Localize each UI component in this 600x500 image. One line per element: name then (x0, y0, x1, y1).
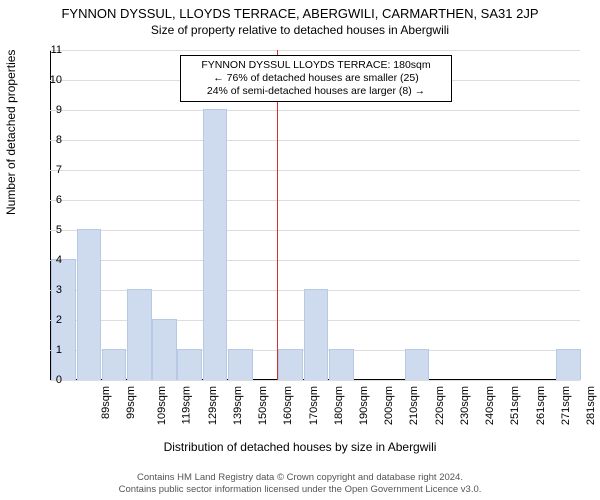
footer-text: Contains HM Land Registry data © Crown c… (0, 472, 600, 496)
bar (77, 229, 102, 380)
x-tick-label: 190sqm (358, 386, 370, 425)
annotation-line: FYNNON DYSSUL LLOYDS TERRACE: 180sqm (187, 59, 445, 72)
annotation-line: 24% of semi-detached houses are larger (… (187, 85, 445, 98)
grid-line (50, 200, 580, 201)
bar (203, 109, 228, 380)
footer-line-1: Contains HM Land Registry data © Crown c… (0, 472, 600, 484)
x-tick-label: 261sqm (535, 386, 547, 425)
y-tick-label: 0 (32, 374, 62, 386)
x-tick-label: 170sqm (308, 386, 320, 425)
x-axis-label: Distribution of detached houses by size … (0, 440, 600, 454)
annotation-line: ← 76% of detached houses are smaller (25… (187, 72, 445, 85)
grid-line (50, 140, 580, 141)
x-tick-label: 230sqm (459, 386, 471, 425)
y-tick-label: 3 (32, 284, 62, 296)
y-tick-label: 4 (32, 254, 62, 266)
y-tick-label: 8 (32, 134, 62, 146)
y-tick-label: 9 (32, 104, 62, 116)
grid-line (50, 50, 580, 51)
x-tick-label: 139sqm (232, 386, 244, 425)
bar (127, 289, 152, 380)
bar (228, 349, 253, 380)
y-tick-label: 5 (32, 224, 62, 236)
bar (278, 349, 303, 380)
x-tick-label: 220sqm (434, 386, 446, 425)
chart-subtitle: Size of property relative to detached ho… (0, 21, 600, 37)
x-tick-label: 271sqm (560, 386, 572, 425)
y-tick-label: 7 (32, 164, 62, 176)
x-tick-label: 129sqm (207, 386, 219, 425)
bar (177, 349, 202, 380)
plot-area: FYNNON DYSSUL LLOYDS TERRACE: 180sqm← 76… (50, 50, 580, 380)
grid-line (50, 170, 580, 171)
bar (152, 319, 177, 380)
x-tick-label: 119sqm (181, 386, 193, 424)
y-tick-label: 2 (32, 314, 62, 326)
annotation-box: FYNNON DYSSUL LLOYDS TERRACE: 180sqm← 76… (180, 55, 452, 102)
grid-line (50, 380, 580, 381)
x-tick-label: 281sqm (585, 386, 597, 425)
x-tick-label: 109sqm (156, 386, 168, 425)
grid-line (50, 110, 580, 111)
x-tick-label: 240sqm (484, 386, 496, 425)
y-tick-label: 10 (32, 74, 62, 86)
bar (329, 349, 354, 380)
x-tick-label: 89sqm (100, 386, 112, 419)
y-tick-label: 6 (32, 194, 62, 206)
bar (102, 349, 127, 380)
x-tick-label: 99sqm (125, 386, 137, 419)
grid-line (50, 230, 580, 231)
x-tick-label: 160sqm (282, 386, 294, 425)
chart-title: FYNNON DYSSUL, LLOYDS TERRACE, ABERGWILI… (0, 0, 600, 21)
footer-line-2: Contains public sector information licen… (0, 484, 600, 496)
grid-line (50, 260, 580, 261)
x-tick-label: 200sqm (383, 386, 395, 425)
bar (556, 349, 581, 380)
bar (304, 289, 329, 380)
x-tick-label: 210sqm (409, 386, 421, 425)
x-tick-label: 150sqm (257, 386, 269, 425)
y-tick-label: 11 (32, 44, 62, 56)
x-tick-label: 251sqm (510, 386, 522, 425)
y-tick-label: 1 (32, 344, 62, 356)
y-axis-label: Number of detached properties (4, 50, 18, 215)
chart-container: FYNNON DYSSUL, LLOYDS TERRACE, ABERGWILI… (0, 0, 600, 500)
bar (405, 349, 430, 380)
x-tick-label: 180sqm (333, 386, 345, 425)
